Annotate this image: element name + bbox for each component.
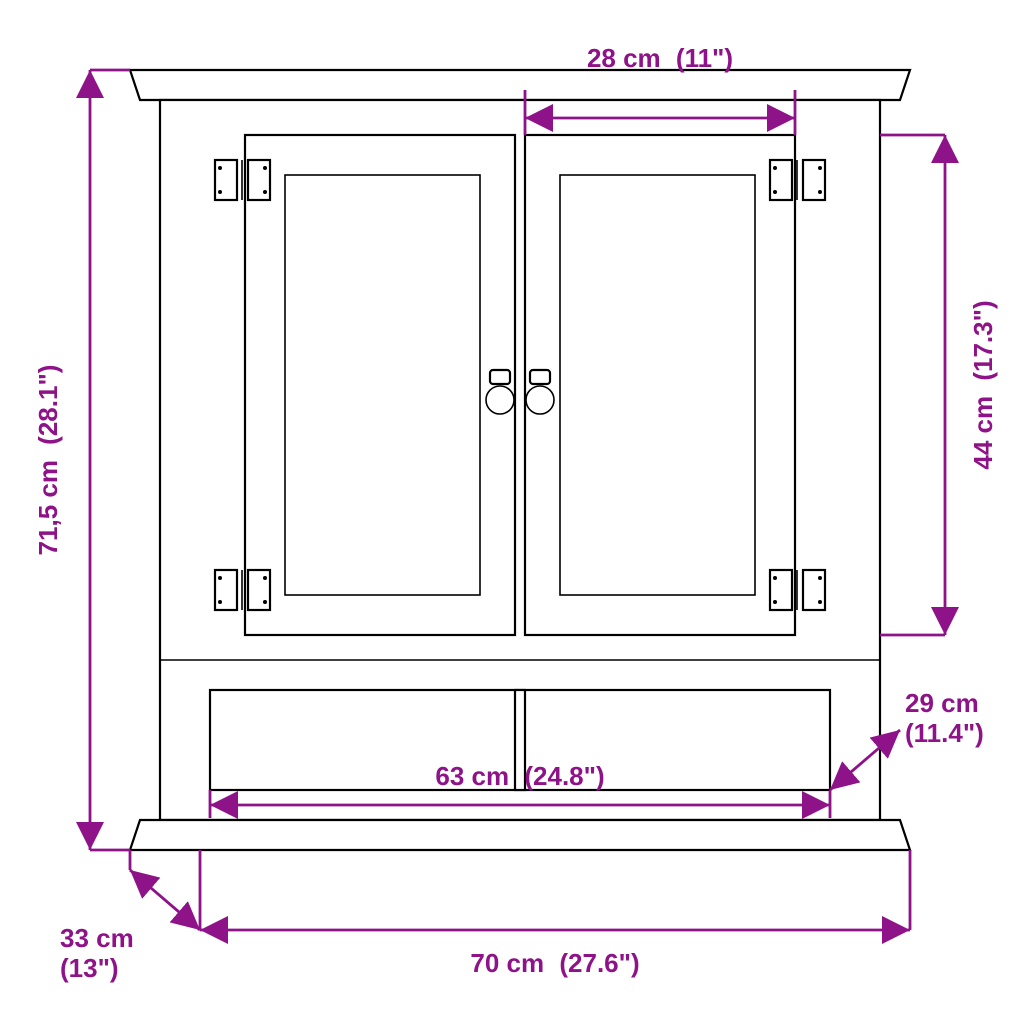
dim-height-total-in: (28.1") (33, 365, 63, 445)
hinge-bottom-right (770, 570, 825, 610)
dim-depth-base-cm: 33 cm (60, 923, 134, 953)
dim-shelf-width-in: (24.8") (524, 761, 604, 791)
dim-shelf-depth-in: (11.4") (905, 718, 984, 748)
hinge-top-right (770, 160, 825, 200)
cabinet-drawing (130, 70, 910, 850)
svg-text:28 cm (11"): 28 cm (11") (587, 43, 733, 73)
dim-width-base-in: (27.6") (559, 948, 639, 978)
dim-door-height-in: (17.3") (968, 300, 998, 380)
svg-text:(13"): (13") (60, 953, 119, 983)
dim-height-total: 71,5 cm (28.1") (33, 70, 130, 850)
bottom-plate (130, 820, 910, 850)
dim-shelf-depth-cm: 29 cm (905, 688, 979, 718)
svg-text:70 cm (27.6"): 70 cm (27.6") (470, 948, 639, 978)
hinge-top-left (215, 160, 270, 200)
dim-door-width-in: (11") (676, 43, 733, 73)
dim-depth-base-in: (13") (60, 953, 119, 983)
svg-text:71,5 cm (28.1"): 71,5 cm (28.1") (33, 365, 63, 556)
svg-text:(11.4"): (11.4") (905, 718, 984, 748)
dim-width-base: 70 cm (27.6") (200, 850, 910, 978)
dim-door-height: 44 cm (17.3") (880, 135, 998, 635)
dim-depth-base: 33 cm (13") (60, 850, 200, 983)
top-plate (130, 70, 910, 100)
dim-door-width-cm: 28 cm (587, 43, 661, 73)
door-right (525, 135, 795, 635)
dim-height-total-cm: 71,5 cm (33, 460, 63, 555)
svg-text:44 cm (17.3"): 44 cm (17.3") (968, 300, 998, 469)
dim-shelf-width-cm: 63 cm (435, 761, 509, 791)
hinge-bottom-left (215, 570, 270, 610)
door-left (245, 135, 515, 635)
dim-door-height-cm: 44 cm (968, 396, 998, 470)
svg-text:29 cm: 29 cm (905, 688, 979, 718)
dim-width-base-cm: 70 cm (470, 948, 544, 978)
svg-text:33 cm: 33 cm (60, 923, 134, 953)
